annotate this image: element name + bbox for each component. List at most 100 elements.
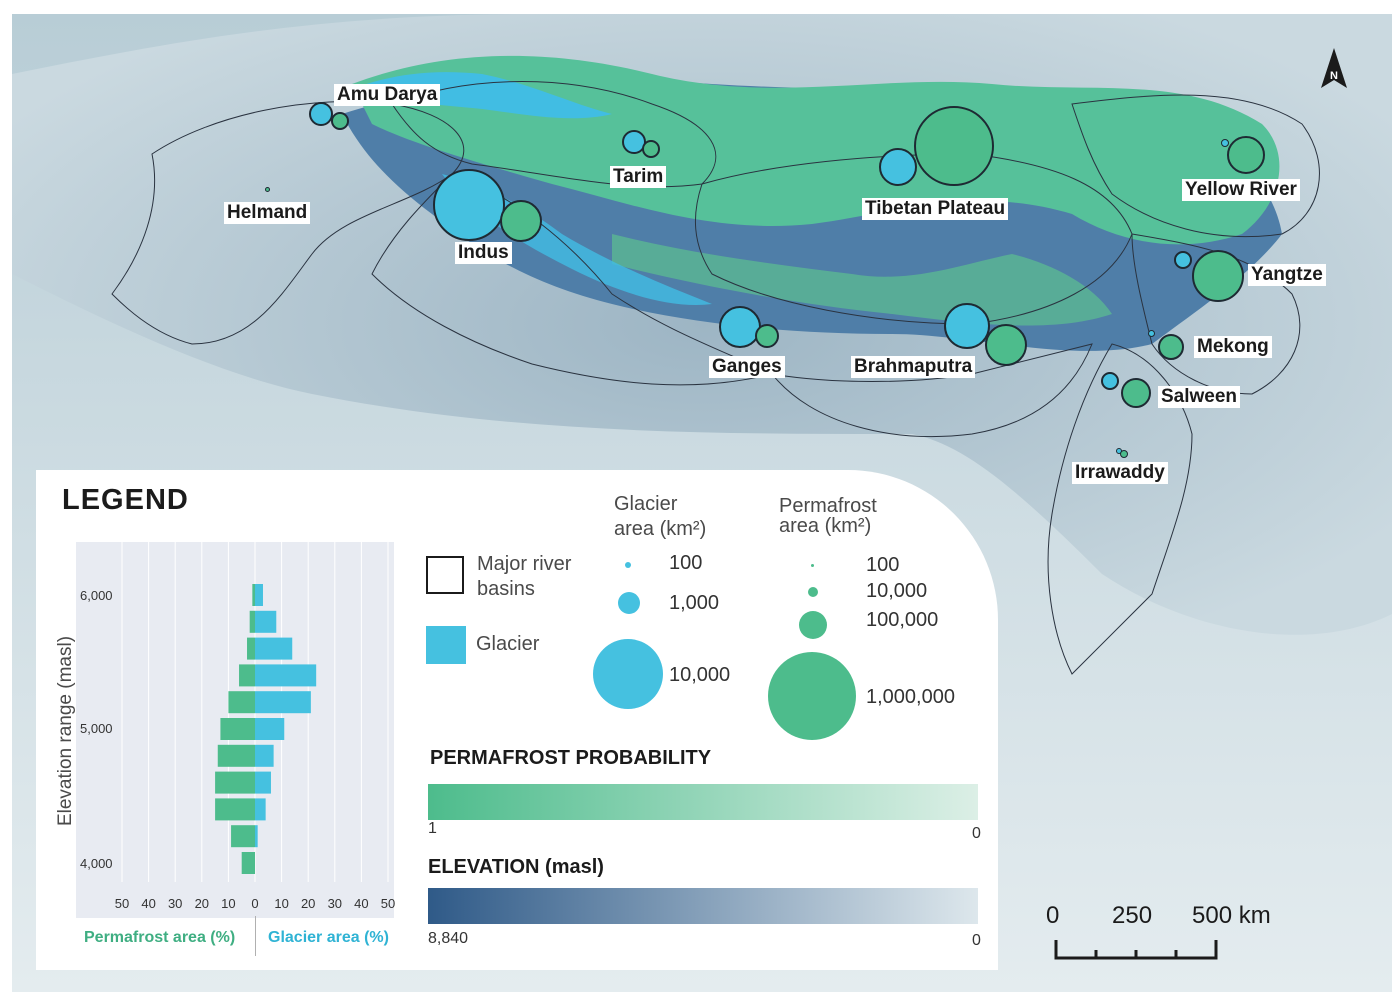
- permafrost-bar: [241, 852, 255, 874]
- x-tick-label: 40: [354, 896, 369, 911]
- legend-title: LEGEND: [62, 484, 189, 516]
- x-tick-label: 0: [251, 896, 259, 911]
- permafrost-probability-min: 1: [428, 820, 437, 837]
- yellow-river-permafrost-bubble[interactable]: [1227, 136, 1265, 174]
- permafrost-axis-label: Permafrost area (%): [84, 929, 236, 946]
- major-basin-swatch: [426, 556, 464, 594]
- yangtze-glacier-bubble[interactable]: [1174, 251, 1192, 269]
- brahmaputra-permafrost-bubble[interactable]: [985, 324, 1027, 366]
- label-indus: Indus: [455, 242, 512, 264]
- glacier-label: Glacier: [476, 633, 540, 655]
- permafrost-size-10000-label: 10,000: [866, 580, 928, 602]
- amu-darya-glacier-bubble[interactable]: [309, 102, 333, 126]
- permafrost-bar: [252, 584, 255, 606]
- x-tick-label: 10: [274, 896, 289, 911]
- irrawaddy-permafrost-bubble[interactable]: [1120, 450, 1128, 458]
- permafrost-zone: [352, 55, 1280, 245]
- indus-glacier-bubble[interactable]: [433, 169, 505, 241]
- glacier-bar: [255, 610, 277, 633]
- elevation-chart: [76, 542, 394, 918]
- amu-darya-permafrost-bubble[interactable]: [331, 112, 349, 130]
- permafrost-bar: [228, 691, 255, 714]
- brahmaputra-glacier-bubble[interactable]: [944, 303, 990, 349]
- permafrost-area-title-line1: Permafrost: [779, 495, 877, 517]
- permafrost-area-title-line2: area (km²): [779, 515, 872, 537]
- permafrost-zone-south: [612, 234, 1112, 326]
- ganges-glacier-bubble[interactable]: [719, 306, 761, 348]
- mekong-glacier-bubble[interactable]: [1148, 330, 1155, 337]
- salween-glacier-bubble[interactable]: [1101, 372, 1119, 390]
- tibetan-plateau-glacier-bubble[interactable]: [879, 148, 917, 186]
- label-amu-darya: Amu Darya: [334, 84, 441, 106]
- glacier-swatch: [426, 626, 466, 664]
- permafrost-size-100000-circle: [799, 611, 827, 639]
- glacier-bar: [255, 798, 266, 821]
- elevation-max: 0: [972, 932, 981, 949]
- ganges-permafrost-bubble[interactable]: [755, 324, 779, 348]
- major-basin-label-line1: Major river: [477, 553, 572, 575]
- permafrost-bar: [239, 664, 255, 687]
- permafrost-bar: [215, 771, 255, 794]
- permafrost-bar: [249, 610, 255, 633]
- chart-y-axis-label: Elevation range (masl): [55, 635, 76, 827]
- elevation-chart-svg: [121, 542, 389, 882]
- helmand-permafrost-bubble[interactable]: [265, 187, 270, 192]
- label-helmand: Helmand: [224, 202, 311, 224]
- axis-divider: [255, 916, 256, 956]
- glacier-size-1000-label: 1,000: [669, 592, 720, 614]
- label-ganges: Ganges: [709, 356, 785, 378]
- permafrost-probability-title: PERMAFROST PROBABILITY: [430, 747, 712, 769]
- map-area[interactable]: Amu Darya Helmand Indus Tarim Tibetan Pl…: [12, 14, 1392, 992]
- tarim-permafrost-bubble[interactable]: [642, 140, 660, 158]
- label-brahmaputra: Brahmaputra: [851, 356, 976, 378]
- permafrost-size-100-label: 100: [866, 554, 900, 576]
- permafrost-size-1000000-label: 1,000,000: [866, 686, 955, 708]
- permafrost-bar: [220, 718, 255, 740]
- permafrost-size-10000-circle: [808, 587, 818, 597]
- glacier-size-1000-circle: [618, 592, 640, 614]
- x-tick-label: 20: [300, 896, 316, 911]
- glacier-bar: [255, 664, 317, 687]
- label-salween: Salween: [1158, 386, 1241, 408]
- yangtze-permafrost-bubble[interactable]: [1192, 250, 1244, 302]
- x-tick-label: 30: [327, 896, 343, 911]
- permafrost-bar: [215, 798, 255, 821]
- glacier-size-10000-circle: [593, 639, 663, 709]
- label-tibetan-plateau: Tibetan Plateau: [862, 198, 1009, 220]
- elevation-bar: [428, 888, 978, 924]
- x-tick-label: 40: [141, 896, 156, 911]
- glacier-bar: [255, 718, 285, 740]
- x-tick-label: 20: [194, 896, 210, 911]
- permafrost-bar: [217, 744, 255, 767]
- glacier-bar: [255, 825, 258, 848]
- glacier-bar: [255, 637, 293, 660]
- north-arrow-letter: N: [1330, 70, 1338, 82]
- salween-permafrost-bubble[interactable]: [1121, 378, 1151, 408]
- glacier-bar: [255, 584, 263, 606]
- yellow-river-glacier-bubble[interactable]: [1221, 139, 1229, 147]
- tibetan-plateau-permafrost-bubble[interactable]: [914, 106, 994, 186]
- label-tarim: Tarim: [610, 166, 667, 188]
- y-tick-4000: 4,000: [80, 856, 113, 871]
- glacier-axis-label: Glacier area (%): [268, 929, 389, 946]
- permafrost-bar: [247, 637, 255, 660]
- indus-permafrost-bubble[interactable]: [500, 200, 542, 242]
- permafrost-probability-bar: [428, 784, 978, 820]
- mekong-permafrost-bubble[interactable]: [1158, 334, 1184, 360]
- permafrost-bar: [231, 825, 255, 848]
- scale-tick-500: 500 km: [1192, 902, 1271, 929]
- permafrost-size-100000-label: 100,000: [866, 609, 939, 631]
- label-irrawaddy: Irrawaddy: [1072, 462, 1168, 484]
- glacier-area-title-line2: area (km²): [614, 518, 707, 540]
- glacier-size-100-label: 100: [669, 552, 703, 574]
- permafrost-size-100-circle: [811, 564, 814, 567]
- x-tick-label: 50: [380, 896, 396, 911]
- glacier-bar: [255, 691, 311, 714]
- glacier-size-10000-label: 10,000: [669, 664, 731, 686]
- glacier-bar: [255, 771, 271, 794]
- legend-panel: LEGEND Elevation range (masl) 6,000 5,00…: [36, 470, 998, 970]
- scale-bar: 0 250 500 km: [1040, 896, 1290, 966]
- glacier-size-100-circle: [625, 562, 631, 568]
- permafrost-probability-max: 0: [972, 825, 981, 842]
- glacier-area-title-line1: Glacier: [614, 493, 678, 515]
